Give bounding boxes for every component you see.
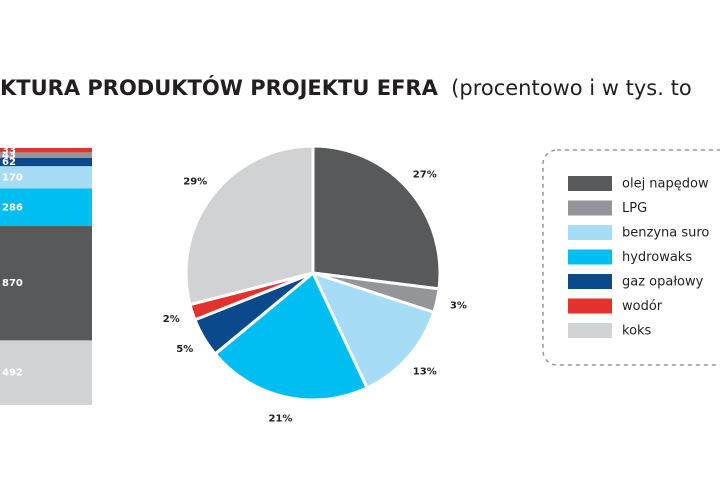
title: KTURA PRODUKTÓW PROJEKTU EFRA (procentow… xyxy=(0,75,692,100)
bar-value-label: 62 xyxy=(2,157,16,168)
legend-swatch xyxy=(568,323,612,338)
bar-segment xyxy=(0,166,92,189)
legend-label: wodór xyxy=(622,299,663,314)
bar-value-label: 492 xyxy=(2,368,23,379)
bar-segment xyxy=(0,152,92,158)
bar-segment xyxy=(0,188,92,227)
bar-value-label: 170 xyxy=(2,172,23,183)
bar-value-label: 43 xyxy=(2,150,16,161)
bar-segment xyxy=(0,226,92,341)
legend-label: benzyna suro xyxy=(622,226,709,241)
legend-swatch xyxy=(568,225,612,240)
legend-label: hydrowaks xyxy=(622,250,692,265)
bar-value-label: 870 xyxy=(2,278,23,289)
pie-value-label: 3% xyxy=(450,301,467,312)
title-main: KTURA PRODUKTÓW PROJEKTU EFRA xyxy=(0,75,439,100)
pie-value-label: 29% xyxy=(183,177,207,188)
pie-value-label: 21% xyxy=(269,413,293,424)
bar-value-label: 33 xyxy=(2,145,16,156)
pie-value-label: 13% xyxy=(413,367,437,378)
legend-label: koks xyxy=(622,324,652,339)
pie-value-label: 2% xyxy=(163,314,180,325)
pie-slice xyxy=(311,144,442,291)
legend-box xyxy=(542,149,720,366)
legend-label: gaz opałowy xyxy=(622,275,704,290)
pie-slice xyxy=(213,270,370,402)
pie-value-label: 5% xyxy=(176,344,193,355)
legend-swatch xyxy=(568,274,612,289)
pie-slice xyxy=(184,144,315,307)
bar-segment xyxy=(0,157,92,167)
bar-value-label: 286 xyxy=(2,202,23,213)
legend-swatch xyxy=(568,200,612,216)
legend-label: olej napędow xyxy=(622,177,709,192)
pie-slice xyxy=(310,270,436,390)
legend-swatch xyxy=(568,249,612,265)
legend-swatch xyxy=(568,298,612,314)
pie-value-label: 27% xyxy=(413,169,437,180)
bar-segment xyxy=(0,340,92,405)
bar-segment xyxy=(0,148,92,153)
legend-label: LPG xyxy=(622,201,647,216)
subtitle: (procentowo i w tys. to xyxy=(451,76,692,100)
legend-swatch xyxy=(568,176,612,191)
